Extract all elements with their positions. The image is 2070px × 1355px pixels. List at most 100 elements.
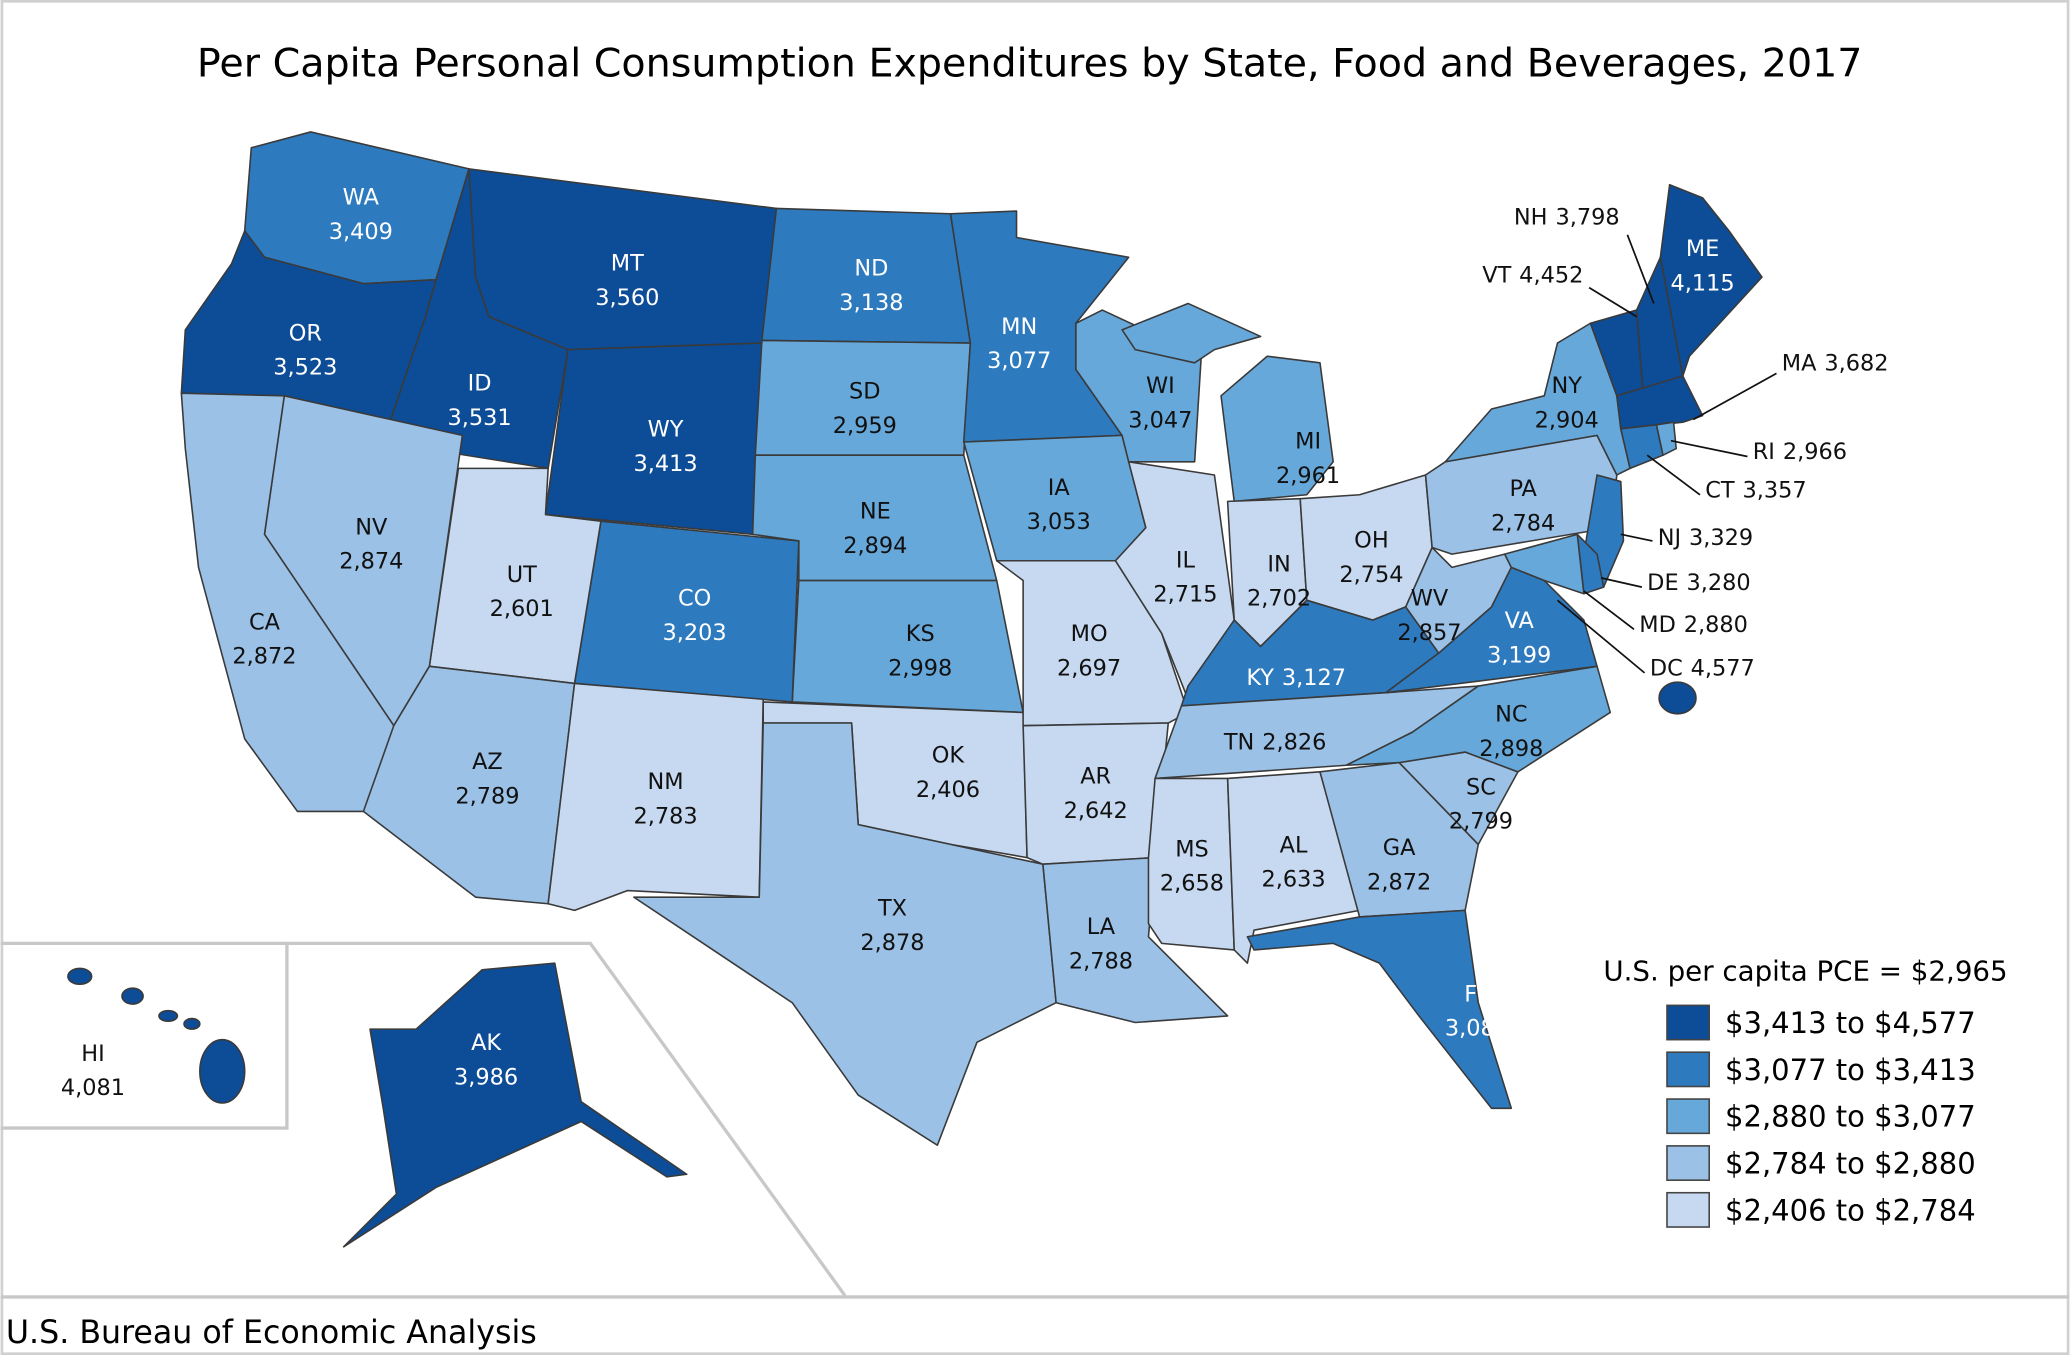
state-value-label: 3,280 <box>1687 570 1751 596</box>
callout-line <box>1692 372 1777 421</box>
state-value-label: 2,872 <box>1367 869 1431 895</box>
legend-swatch <box>1666 1004 1710 1041</box>
state-ma <box>1616 375 1704 430</box>
state-abbr-label: OK <box>932 743 966 769</box>
state-mi <box>1121 302 1262 364</box>
state-abbr-label: ND <box>854 256 888 282</box>
legend-swatch <box>1666 1098 1710 1135</box>
state-abbr-label: NH <box>1514 204 1548 230</box>
state-ga <box>1319 761 1480 918</box>
state-abbr-label: GA <box>1383 835 1416 861</box>
state-abbr-label: NJ <box>1658 525 1681 551</box>
legend-item-label: $2,880 to $3,077 <box>1725 1100 1976 1134</box>
callout-line <box>1646 454 1701 496</box>
legend-item-label: $3,077 to $3,413 <box>1725 1053 1976 1087</box>
state-value-label: 3,357 <box>1743 477 1807 503</box>
state-abbr-label: LA <box>1087 914 1116 940</box>
state-abbr-label: WI <box>1146 373 1175 399</box>
state-value-label: 2,880 <box>1684 612 1748 638</box>
state-callout-label: RI 2,966 <box>1753 439 1847 465</box>
state-value-label: 2,878 <box>860 930 924 956</box>
state-value-label: 2,784 <box>1491 510 1555 536</box>
state-value-label: 2,715 <box>1153 582 1217 608</box>
state-abbr-label: SC <box>1466 774 1496 800</box>
legend-item-label: $2,406 to $2,784 <box>1725 1193 1976 1227</box>
state-abbr-label: CO <box>678 586 711 612</box>
state-value-label: 3,329 <box>1689 525 1753 551</box>
state-value-label: 3,523 <box>273 355 337 381</box>
state-value-label: 3,413 <box>633 451 697 477</box>
state-abbr-label: TX <box>877 896 907 922</box>
state-value-label: 2,959 <box>833 413 897 439</box>
state-ca <box>180 392 395 813</box>
state-abbr-label: MN <box>1001 314 1037 340</box>
state-callout-label: DC 4,577 <box>1650 656 1755 682</box>
state-callout-label: MA 3,682 <box>1782 351 1889 377</box>
state-abbr-label: HI <box>81 1041 104 1067</box>
callout-line <box>1600 577 1643 588</box>
state-abbr-label: AR <box>1080 764 1111 790</box>
state-callout-label: NJ 3,329 <box>1658 525 1753 551</box>
state-abbr-label: UT <box>507 562 537 588</box>
legend-swatch <box>1666 1051 1710 1088</box>
state-abbr-label: KS <box>906 621 935 647</box>
state-hi-island <box>121 987 144 1005</box>
state-value-label: 3,986 <box>454 1065 518 1091</box>
state-hi-island <box>199 1038 246 1104</box>
state-value-label: 2,601 <box>490 596 554 622</box>
state-callout-label: VT 4,452 <box>1482 262 1583 288</box>
state-abbr-label: MA <box>1782 351 1817 377</box>
state-abbr-label: ID <box>468 371 492 397</box>
state-value-label: 2,633 <box>1262 867 1326 893</box>
state-value-label: 4,452 <box>1519 262 1583 288</box>
state-value-label: 3,127 <box>1282 665 1346 691</box>
state-callout-label: MD 2,880 <box>1639 612 1748 638</box>
state-abbr-label: FL <box>1464 981 1490 1007</box>
source-credit: U.S. Bureau of Economic Analysis <box>6 1315 537 1351</box>
state-value-label: 2,754 <box>1339 562 1403 588</box>
state-value-label: 2,789 <box>455 784 519 810</box>
state-abbr-label: OR <box>289 320 322 346</box>
legend-item-label: $3,413 to $4,577 <box>1725 1006 1976 1040</box>
state-abbr-label: IA <box>1048 475 1071 501</box>
callout-line <box>1583 590 1635 631</box>
state-abbr-label: NV <box>355 514 388 540</box>
state-il <box>1114 460 1236 701</box>
state-value-label: 3,531 <box>447 405 511 431</box>
state-value-label: 2,898 <box>1479 736 1543 762</box>
state-md <box>1503 533 1585 595</box>
state-value-label: 2,872 <box>232 644 296 670</box>
state-value-label: 3,798 <box>1555 204 1619 230</box>
state-abbr-label: CA <box>249 609 281 635</box>
state-value-label: 3,077 <box>987 348 1051 374</box>
state-callout-label: NH 3,798 <box>1514 204 1620 230</box>
state-value-label: 3,053 <box>1027 509 1091 535</box>
state-abbr-label: SD <box>849 378 880 404</box>
state-value-label: 2,406 <box>916 777 980 803</box>
state-abbr-label: NC <box>1495 702 1527 728</box>
legend-swatch <box>1666 1145 1710 1181</box>
state-value-label: 4,081 <box>61 1075 125 1101</box>
callout-line <box>1670 439 1748 458</box>
state-ar <box>1022 722 1170 865</box>
state-value-label: 4,115 <box>1671 270 1735 296</box>
state-abbr-label: VT <box>1482 262 1511 288</box>
state-value-label: 3,409 <box>329 219 393 245</box>
state-callout-label: CT 3,357 <box>1705 477 1806 503</box>
state-value-label: 2,966 <box>1783 439 1847 465</box>
state-labels-layer: WA 3,409 OR 3,523 ID 3,531 MT 3,560 WY 3,413 ND 3,1… <box>61 185 1889 1102</box>
state-tx <box>633 722 1057 1147</box>
state-value-label: 2,826 <box>1262 729 1326 755</box>
states-layer <box>67 131 1763 1248</box>
state-value-label: 3,047 <box>1128 407 1192 433</box>
state-abbr-label: NM <box>648 769 684 795</box>
inset-frames <box>0 941 2070 1299</box>
state-value-label: 2,783 <box>633 803 697 829</box>
state-abbr-label: ME <box>1686 236 1720 262</box>
state-abbr-label: MD <box>1639 612 1676 638</box>
state-abbr-label: MI <box>1295 429 1321 455</box>
state-value-label: 3,138 <box>839 290 903 316</box>
state-abbr-label: CT <box>1705 477 1735 503</box>
state-value-label: 2,788 <box>1069 948 1133 974</box>
